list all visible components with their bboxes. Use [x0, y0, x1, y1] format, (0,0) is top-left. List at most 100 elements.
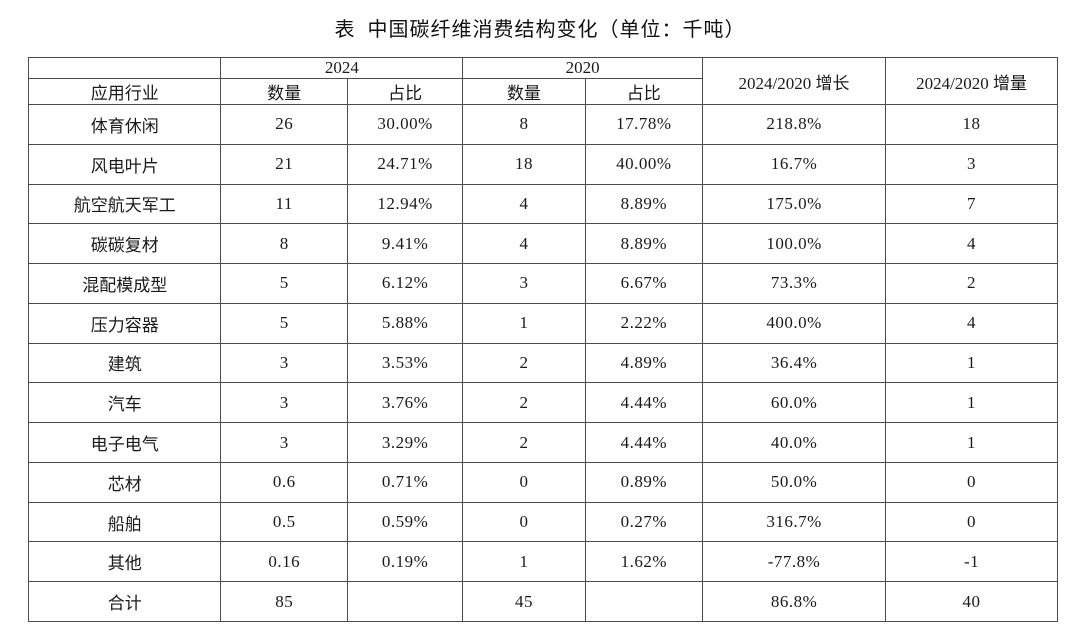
table-row: 压力容器 5 5.88% 1 2.22% 400.0% 4: [27, 302, 1058, 344]
growth-cell: 86.8%: [701, 581, 887, 622]
qty-2024-cell: 11: [220, 183, 348, 225]
table-row: 其他 0.16 0.19% 1 1.62% -77.8% -1: [27, 541, 1058, 583]
increment-cell: 1: [885, 342, 1058, 384]
industry-cell: 航空航天军工: [27, 183, 222, 225]
table-row: 体育休闲 26 30.00% 8 17.78% 218.8% 18: [27, 104, 1058, 145]
growth-cell: 50.0%: [701, 461, 887, 503]
increment-cell: 3: [885, 143, 1058, 185]
share-2020-cell: 0.89%: [584, 461, 703, 503]
qty-2020-cell: 4: [462, 183, 586, 225]
header-group-2024: 2024: [220, 57, 464, 79]
share-2020-cell: 2.22%: [584, 302, 703, 344]
header-group-2020: 2020: [462, 57, 703, 79]
table-total-row: 合计 85 45 86.8% 40: [27, 581, 1058, 622]
increment-cell: 18: [885, 104, 1058, 145]
share-2020-cell: 8.89%: [584, 223, 703, 265]
table-row: 芯材 0.6 0.71% 0 0.89% 50.0% 0: [27, 461, 1058, 503]
share-2024-cell: 0.19%: [346, 541, 464, 583]
share-2020-cell: 40.00%: [584, 143, 703, 185]
growth-cell: 100.0%: [701, 223, 887, 265]
increment-cell: -1: [885, 541, 1058, 583]
industry-cell: 合计: [27, 581, 222, 622]
qty-2024-cell: 0.6: [220, 461, 348, 503]
table-row: 航空航天军工 11 12.94% 4 8.89% 175.0% 7: [27, 183, 1058, 225]
header-qty-2020: 数量: [462, 78, 586, 105]
share-2024-cell: 24.71%: [346, 143, 464, 185]
growth-cell: 73.3%: [701, 263, 887, 304]
share-2020-cell: 0.27%: [584, 501, 703, 543]
share-2020-cell: 6.67%: [584, 263, 703, 304]
share-2024-cell: 30.00%: [346, 104, 464, 145]
header-row-groups: 2024 2020 2024/2020 增长 2024/2020 增量: [27, 57, 1058, 105]
growth-cell: 36.4%: [701, 342, 887, 384]
industry-cell: 船舶: [27, 501, 222, 543]
growth-cell: 175.0%: [701, 183, 887, 225]
table-title: 表 中国碳纤维消费结构变化（单位：千吨）: [334, 19, 746, 41]
industry-cell: 混配模成型: [27, 263, 222, 304]
table-row: 电子电气 3 3.29% 2 4.44% 40.0% 1: [27, 422, 1058, 463]
increment-cell: 7: [885, 183, 1058, 225]
industry-cell: 芯材: [27, 461, 222, 503]
increment-cell: 0: [885, 501, 1058, 543]
header-share-2024: 占比: [346, 78, 464, 105]
growth-cell: 316.7%: [701, 501, 887, 543]
growth-cell: 40.0%: [701, 422, 887, 463]
industry-cell: 其他: [27, 541, 222, 583]
qty-2024-cell: 85: [220, 581, 348, 622]
share-2024-cell: 3.29%: [346, 422, 464, 463]
qty-2024-cell: 0.16: [220, 541, 348, 583]
share-2020-cell: [584, 581, 703, 622]
qty-2020-cell: 4: [462, 223, 586, 265]
qty-2020-cell: 0: [462, 501, 586, 543]
industry-cell: 压力容器: [27, 302, 222, 344]
increment-cell: 4: [885, 223, 1058, 265]
share-2020-cell: 4.44%: [584, 382, 703, 424]
share-2020-cell: 1.62%: [584, 541, 703, 583]
table-row: 汽车 3 3.76% 2 4.44% 60.0% 1: [27, 382, 1058, 424]
table-row: 碳碳复材 8 9.41% 4 8.89% 100.0% 4: [27, 223, 1058, 265]
table-header: 2024 2020 2024/2020 增长 2024/2020 增量 应用行业…: [27, 57, 1058, 105]
increment-cell: 1: [885, 382, 1058, 424]
increment-cell: 0: [885, 461, 1058, 503]
qty-2020-cell: 1: [462, 302, 586, 344]
qty-2020-cell: 1: [462, 541, 586, 583]
header-row-subcolumns: 应用行业 数量 占比 数量 占比: [27, 78, 1058, 105]
qty-2020-cell: 45: [462, 581, 586, 622]
header-increment: 2024/2020 增量: [885, 57, 1058, 105]
share-2024-cell: 9.41%: [346, 223, 464, 265]
increment-cell: 1: [885, 422, 1058, 463]
header-growth: 2024/2020 增长: [701, 57, 887, 105]
header-empty-cell: [27, 57, 222, 79]
qty-2020-cell: 2: [462, 342, 586, 384]
qty-2020-cell: 8: [462, 104, 586, 145]
industry-cell: 体育休闲: [27, 104, 222, 145]
growth-cell: 16.7%: [701, 143, 887, 185]
qty-2020-cell: 2: [462, 422, 586, 463]
header-industry: 应用行业: [27, 78, 222, 105]
share-2024-cell: 6.12%: [346, 263, 464, 304]
industry-cell: 风电叶片: [27, 143, 222, 185]
growth-cell: -77.8%: [701, 541, 887, 583]
industry-cell: 电子电气: [27, 422, 222, 463]
growth-cell: 218.8%: [701, 104, 887, 145]
share-2020-cell: 4.44%: [584, 422, 703, 463]
share-2024-cell: 3.76%: [346, 382, 464, 424]
qty-2024-cell: 21: [220, 143, 348, 185]
table-row: 建筑 3 3.53% 2 4.89% 36.4% 1: [27, 342, 1058, 384]
table-row: 船舶 0.5 0.59% 0 0.27% 316.7% 0: [27, 501, 1058, 543]
table-row: 混配模成型 5 6.12% 3 6.67% 73.3% 2: [27, 263, 1058, 304]
qty-2024-cell: 3: [220, 342, 348, 384]
share-2024-cell: 0.71%: [346, 461, 464, 503]
header-qty-2024: 数量: [220, 78, 348, 105]
qty-2020-cell: 0: [462, 461, 586, 503]
table-row: 风电叶片 21 24.71% 18 40.00% 16.7% 3: [27, 143, 1058, 185]
growth-cell: 60.0%: [701, 382, 887, 424]
qty-2024-cell: 5: [220, 263, 348, 304]
share-2024-cell: 0.59%: [346, 501, 464, 543]
qty-2024-cell: 3: [220, 382, 348, 424]
industry-cell: 碳碳复材: [27, 223, 222, 265]
carbon-fiber-consumption-table: 2024 2020 2024/2020 增长 2024/2020 增量 应用行业…: [27, 57, 1058, 622]
share-2024-cell: [346, 581, 464, 622]
qty-2020-cell: 3: [462, 263, 586, 304]
table-body: 体育休闲 26 30.00% 8 17.78% 218.8% 18 风电叶片 21 24.71% 1…: [27, 104, 1058, 622]
